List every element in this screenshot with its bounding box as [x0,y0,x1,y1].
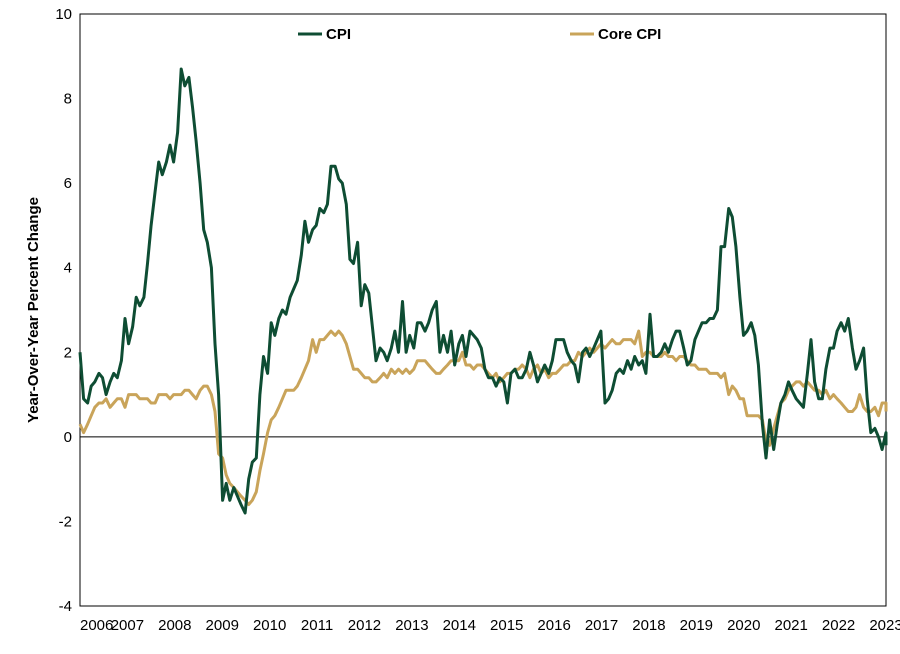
x-tick-label: 2008 [158,617,191,634]
x-tick-label: 2010 [253,617,286,634]
x-tick-label: 2014 [443,617,476,634]
x-tick-label: 2019 [680,617,713,634]
legend-label-cpi: CPI [326,26,351,43]
x-tick-label: 2021 [774,617,807,634]
x-tick-label: 2015 [490,617,523,634]
x-tick-label: 2006 [80,617,113,634]
x-tick-label: 2016 [537,617,570,634]
x-tick-label: 2011 [301,617,333,634]
y-axis-title: Year-Over-Year Percent Change [25,197,42,423]
x-tick-label: 2017 [585,617,618,634]
y-tick-label: -2 [59,513,72,530]
x-tick-label: 2023 [869,617,900,634]
x-tick-label: 2007 [111,617,144,634]
x-tick-label: 2013 [395,617,428,634]
y-tick-label: -4 [59,598,72,615]
plot-frame [79,13,887,607]
legend-label-core-cpi: Core CPI [598,26,661,43]
x-tick-label: 2018 [632,617,665,634]
x-tick-label: 2020 [727,617,760,634]
x-tick-label: 2012 [348,617,381,634]
y-tick-label: 8 [64,91,72,108]
y-tick-label: 0 [64,429,72,446]
y-tick-label: 4 [64,260,72,277]
legend: CPI Core CPI [298,26,661,43]
y-axis-ticks: 10 8 6 4 2 0 -2 -4 [55,6,72,615]
y-tick-label: 2 [64,344,72,361]
x-tick-label: 2022 [822,617,855,634]
y-tick-label: 6 [64,175,72,192]
x-tick-label: 2009 [206,617,239,634]
series-layer [78,67,888,515]
series-line-cpi [78,67,888,515]
y-tick-label: 10 [55,6,72,23]
